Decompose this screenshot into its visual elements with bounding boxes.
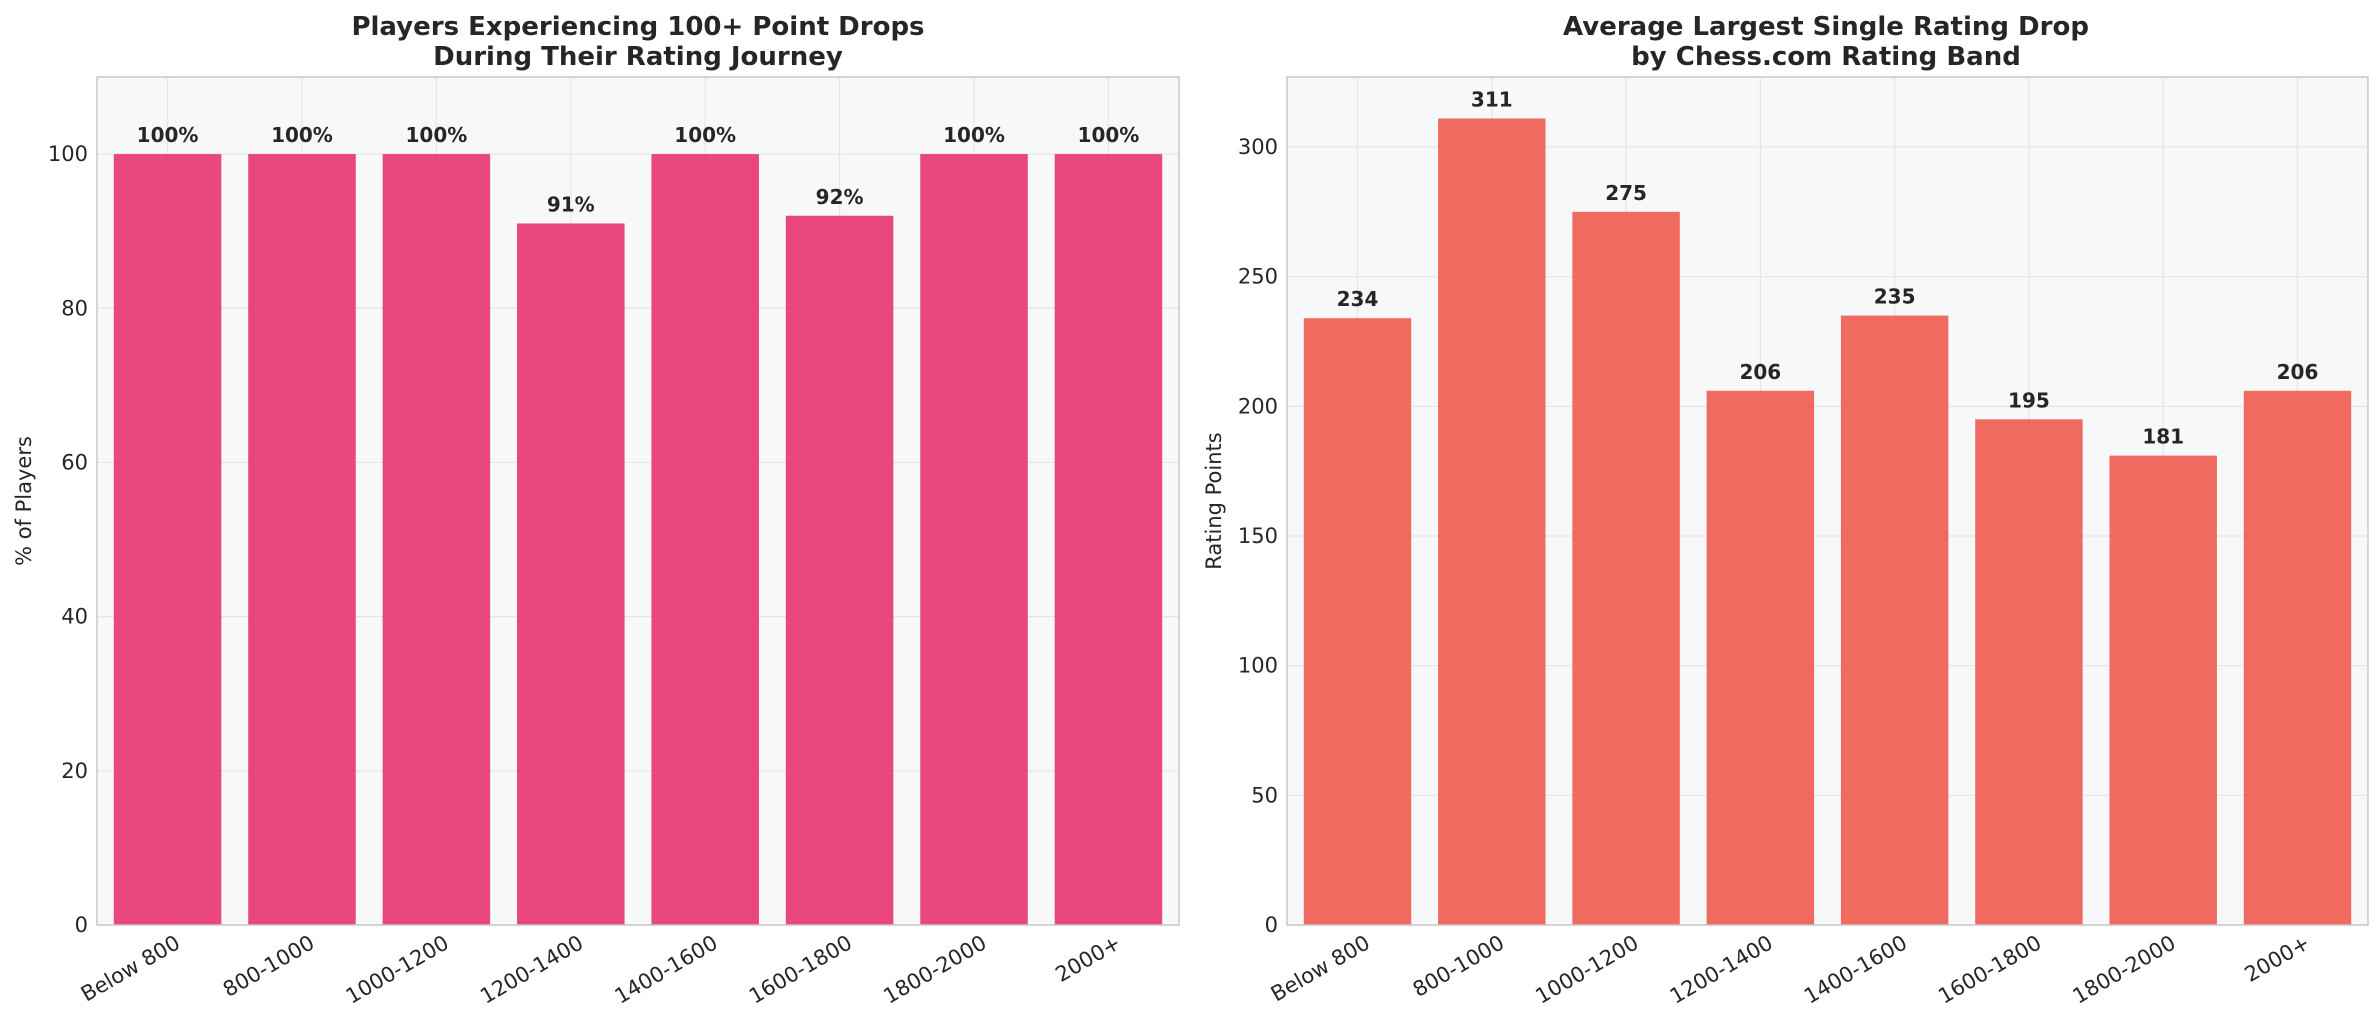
y-axis-label: Rating Points	[1202, 432, 1226, 569]
y-tick-label: 60	[61, 450, 88, 474]
x-tick-label: 1400-1600	[1800, 931, 1911, 1009]
bar-1600-1800	[1975, 419, 2083, 925]
x-tick-label: 800-1000	[1409, 931, 1509, 1002]
y-tick-label: 20	[61, 759, 88, 783]
data-label: 275	[1605, 181, 1647, 205]
y-tick-label: 80	[61, 296, 88, 320]
chart-title: Average Largest Single Rating Drop	[1563, 12, 2089, 42]
bar-2000-	[2243, 390, 2352, 926]
bar-below-800	[1303, 318, 1412, 925]
x-tick-label: 1600-1800	[745, 931, 856, 1009]
data-label: 91%	[547, 192, 595, 216]
plot-frame	[1286, 76, 2369, 926]
y-tick-label: 50	[1251, 783, 1278, 807]
data-label: 100%	[137, 123, 199, 147]
data-label: 100%	[1078, 123, 1140, 147]
data-label: 235	[1874, 285, 1916, 309]
x-tick-label: 1800-2000	[879, 931, 990, 1009]
data-label: 100%	[271, 123, 333, 147]
x-tick-label: Below 800	[1267, 931, 1374, 1007]
bar-800-1000	[1438, 118, 1546, 925]
chart-2: 234 311 275 206 235 195 181 206 0 50 100 150 200 250 3…	[1202, 12, 2369, 1009]
data-label: 100%	[943, 123, 1005, 147]
data-label: 206	[1739, 360, 1781, 384]
y-tick-label: 40	[61, 605, 88, 629]
x-tick-label: 1800-2000	[2069, 931, 2180, 1009]
x-tick-label: 1600-1800	[1934, 931, 2045, 1009]
bar-1600-1800	[785, 215, 894, 925]
bar-1200-1400	[1706, 390, 1815, 926]
x-tick-label: 1400-1600	[611, 931, 722, 1009]
bar-1800-2000	[920, 154, 1028, 925]
x-tick-label: 2000+	[1051, 931, 1125, 987]
bar-1200-1400	[517, 223, 625, 926]
chart-title: by Chess.com Rating Band	[1631, 42, 2021, 72]
y-tick-label: 0	[75, 913, 88, 937]
bar-1000-1200	[1572, 211, 1680, 925]
bar-1000-1200	[382, 154, 491, 925]
x-tick-label: 2000+	[2240, 931, 2314, 987]
x-tick-label: 1200-1400	[1666, 931, 1777, 1009]
x-tick-label: Below 800	[77, 931, 184, 1007]
y-tick-label: 200	[1238, 394, 1278, 418]
x-tick-label: 1200-1400	[476, 931, 587, 1009]
x-tick-label: 800-1000	[219, 931, 319, 1002]
y-tick-label: 100	[1238, 654, 1278, 678]
data-label: 206	[2277, 360, 2319, 384]
y-tick-label: 250	[1238, 265, 1278, 289]
chart-title: During Their Rating Journey	[433, 42, 843, 72]
bar-below-800	[113, 154, 222, 925]
x-tick-label: 1000-1200	[342, 931, 453, 1009]
bar-800-1000	[248, 154, 356, 925]
chart-1: 100% 100% 100% 91% 100% 92% 100% 100% 0 20 40 60 80 1…	[12, 12, 1180, 1009]
data-label: 234	[1337, 287, 1379, 311]
data-label: 100%	[674, 123, 736, 147]
y-tick-label: 150	[1238, 524, 1278, 548]
data-label: 195	[2008, 388, 2050, 412]
data-label: 311	[1471, 87, 1513, 111]
x-tick-label: 1000-1200	[1531, 931, 1642, 1009]
chart-title: Players Experiencing 100+ Point Drops	[351, 12, 924, 42]
bar-2000-	[1054, 154, 1163, 925]
plot-frame	[96, 76, 1180, 926]
bar-1400-1600	[651, 154, 759, 925]
y-tick-label: 300	[1238, 135, 1278, 159]
bar-1400-1600	[1840, 315, 1949, 925]
y-axis-label: % of Players	[12, 436, 36, 566]
data-label: 92%	[816, 185, 864, 209]
data-label: 100%	[405, 123, 467, 147]
y-tick-label: 100	[48, 142, 88, 166]
bar-1800-2000	[2109, 455, 2217, 925]
y-tick-label: 0	[1265, 913, 1278, 937]
data-label: 181	[2142, 425, 2184, 449]
